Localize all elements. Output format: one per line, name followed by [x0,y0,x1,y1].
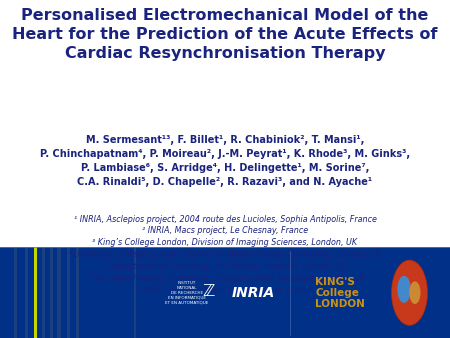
Text: ℤ: ℤ [202,282,215,300]
Bar [134,247,136,338]
Bar [67,247,70,338]
Ellipse shape [410,281,421,304]
Bar [0,247,450,338]
Ellipse shape [397,276,411,303]
Text: M. Sermesant¹³, F. Billet¹, R. Chabiniok², T. Mansi¹,
P. Chinchapatnam⁴, P. Moir: M. Sermesant¹³, F. Billet¹, R. Chabiniok… [40,135,410,187]
Bar [25,247,28,338]
Bar [76,247,79,338]
Text: INSTITUT
NATIONAL
DE RECHERCHE
EN INFORMATIQUE
ET EN AUTOMATIQUE: INSTITUT NATIONAL DE RECHERCHE EN INFORM… [165,281,208,305]
Text: Personalised Electromechanical Model of the
Heart for the Prediction of the Acut: Personalised Electromechanical Model of … [12,8,438,61]
Bar [34,247,37,338]
Bar [50,247,53,338]
Text: KING'S
College
LONDON: KING'S College LONDON [315,277,365,309]
Text: ¹ INRIA, Asclepios project, 2004 route des Lucioles, Sophia Antipolis, France
² : ¹ INRIA, Asclepios project, 2004 route d… [68,215,382,294]
Bar [0,0,450,247]
Bar [14,247,17,338]
Text: INRIA: INRIA [232,286,275,300]
Bar [42,247,45,338]
Bar [57,247,61,338]
Ellipse shape [392,260,428,325]
